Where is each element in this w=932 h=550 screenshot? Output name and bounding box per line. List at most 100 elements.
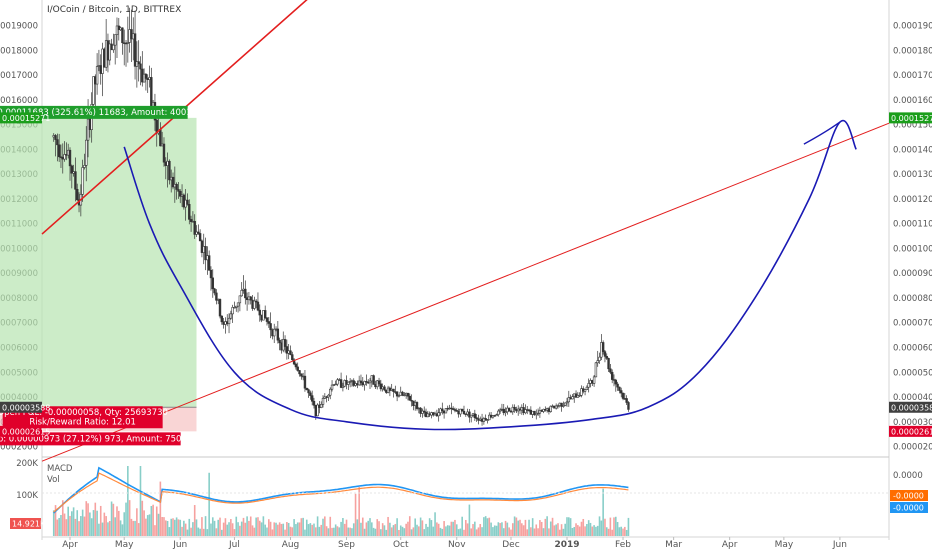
volume-bar xyxy=(81,509,84,536)
y-tick-label: 0.00006000 xyxy=(893,344,932,354)
volume-bar xyxy=(172,518,174,536)
volume-bar xyxy=(298,522,301,536)
volume-bar xyxy=(474,521,476,536)
candle-body xyxy=(507,407,511,412)
volume-bar xyxy=(562,528,565,536)
volume-bar xyxy=(112,503,115,536)
volume-bar xyxy=(405,523,407,536)
volume-bar xyxy=(454,519,456,536)
candle-body xyxy=(614,379,617,385)
volume-bar xyxy=(360,522,362,536)
volume-bar xyxy=(164,520,167,536)
candle-body xyxy=(377,380,381,385)
x-tick-label: May xyxy=(775,540,794,550)
candle-body xyxy=(213,288,216,294)
candle-body xyxy=(186,199,189,205)
volume-bar xyxy=(371,522,373,536)
volume-bar xyxy=(249,516,252,536)
candle-body xyxy=(57,144,61,158)
volume-bar xyxy=(114,517,116,536)
candle-body xyxy=(133,33,137,67)
volume-bar xyxy=(105,516,107,536)
volume-bar xyxy=(192,522,194,536)
volume-bar xyxy=(622,528,624,536)
volume-bar xyxy=(213,520,216,536)
volume-bar xyxy=(327,528,330,536)
volume-bar xyxy=(159,481,162,536)
volume-bar xyxy=(170,518,173,536)
candle-body xyxy=(536,412,540,415)
volume-bar xyxy=(239,525,241,536)
candle-body xyxy=(126,42,130,44)
candle-body xyxy=(193,220,196,235)
volume-bar xyxy=(396,518,398,536)
candle-body xyxy=(567,397,571,403)
volume-bar xyxy=(266,527,268,536)
volume-bar xyxy=(542,528,545,536)
volume-bar xyxy=(605,527,608,536)
candle-body xyxy=(339,379,343,388)
volume-bar xyxy=(343,523,346,536)
volume-bar xyxy=(322,518,324,536)
y-tick-label: 0.00004000 xyxy=(893,393,932,403)
volume-bar xyxy=(83,516,86,536)
rounding-bottom-curve[interactable] xyxy=(123,119,857,431)
volume-bar xyxy=(219,517,221,536)
volume-bar xyxy=(568,517,570,536)
candle-body xyxy=(365,381,368,383)
y-tick-label: 0.00009000 xyxy=(893,269,932,279)
candle-body xyxy=(162,143,166,163)
candle-body xyxy=(276,328,280,341)
volume-bar xyxy=(300,518,303,536)
volume-bar xyxy=(495,525,498,536)
candle-body xyxy=(233,307,236,309)
stop-price-marker-bg xyxy=(889,425,932,437)
volume-bar xyxy=(157,513,160,536)
x-tick-label: May xyxy=(115,540,134,550)
curve-arrowhead xyxy=(803,121,841,145)
volume-bar xyxy=(540,521,543,536)
volume-bar xyxy=(472,524,474,536)
volume-bar xyxy=(416,524,418,536)
volume-bar xyxy=(578,526,581,536)
volume-bar xyxy=(280,523,283,536)
macd-volume-panel[interactable]: MACD Vol 200K 100K 0.0000 14.921K -0.000… xyxy=(10,459,928,536)
volume-bar xyxy=(119,520,122,536)
volume-bar xyxy=(515,517,518,536)
candle-body xyxy=(554,405,558,409)
y-tick-label: 0.00003000 xyxy=(893,418,932,428)
volume-bar xyxy=(575,523,577,536)
volume-bar xyxy=(314,527,317,536)
volume-bar xyxy=(441,528,444,536)
volume-bar xyxy=(502,528,505,536)
last-price-marker: 0.00003588 xyxy=(891,403,932,412)
volume-bar xyxy=(307,524,310,536)
volume-bar xyxy=(389,522,391,536)
candle-body xyxy=(437,412,440,417)
candle-body xyxy=(85,139,88,166)
candle-body xyxy=(204,246,207,261)
candle-body xyxy=(594,362,598,378)
candle-body xyxy=(415,402,419,409)
volume-bar xyxy=(423,529,426,536)
lower-trendline[interactable] xyxy=(41,122,890,462)
candle-body xyxy=(406,392,410,397)
candle-body xyxy=(229,313,233,319)
volume-bar xyxy=(130,518,133,536)
candle-body xyxy=(605,356,608,359)
signal-badge-bg xyxy=(890,490,928,501)
stop-price-marker-bg xyxy=(0,425,42,437)
candle-body xyxy=(256,301,260,311)
candle-body xyxy=(560,402,563,407)
candle-body xyxy=(397,395,401,397)
volume-bar xyxy=(533,528,536,536)
volume-bar xyxy=(401,526,404,536)
volume-bar xyxy=(179,519,182,536)
x-tick-label: Dec xyxy=(502,540,519,550)
candle-body xyxy=(601,342,605,352)
risk-reward-label: Risk/Reward Ratio: 12.01 xyxy=(29,417,136,427)
volume-bar xyxy=(539,520,541,536)
x-tick-label: Nov xyxy=(448,540,466,550)
